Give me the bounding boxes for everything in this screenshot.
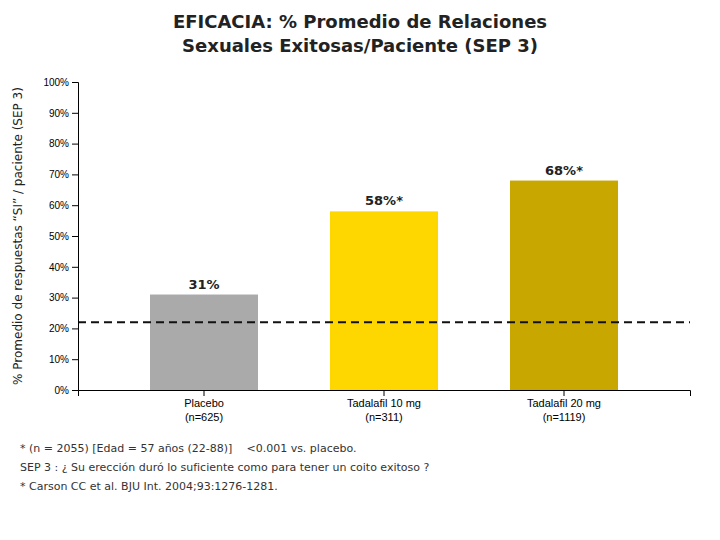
tick: 50% [49, 231, 78, 242]
tick: 60% [49, 200, 78, 211]
tick-label: 90% [49, 108, 69, 119]
tick-label: Tadalafil 20 mg (n=1119) [527, 397, 601, 423]
title: EFICACIA: % Promedio de Relaciones [173, 11, 547, 32]
tick: 40% [49, 262, 78, 273]
bar [330, 211, 438, 390]
tick-mark [72, 359, 78, 360]
tick-label: 100% [43, 77, 69, 88]
tick-label-line: Tadalafil 20 mg [527, 397, 601, 409]
y-axis-title: % Promedio de respuestas “SI” / paciente… [11, 87, 25, 385]
tick: 70% [49, 169, 78, 180]
x-axis: Placebo(n=625)Tadalafil 10 mg(n=311)Tada… [79, 390, 691, 423]
tick-mark [72, 267, 78, 268]
title: Sexuales Exitosas/Paciente (SEP 3) [182, 35, 538, 56]
tick-label-line: (n=625) [185, 411, 223, 423]
tick-mark [72, 298, 78, 299]
tick-label: 40% [49, 262, 69, 273]
tick-label-line: Placebo [184, 397, 224, 409]
tick-label: Tadalafil 10 mg (n=311) [347, 397, 421, 423]
tick: 90% [49, 108, 78, 119]
tick-mark [72, 390, 78, 391]
data-label: 31% [188, 277, 219, 292]
data-labels: 31% 58%* 68%* [188, 163, 583, 292]
tick: 0% [55, 385, 78, 396]
tick: 100% [43, 77, 78, 88]
tick-label: 20% [49, 323, 69, 334]
tick-mark [72, 205, 78, 206]
footnote: <0.001 vs. placebo. [246, 442, 356, 455]
reference-line [78, 321, 690, 323]
tick: 30% [49, 292, 78, 303]
chart: EFICACIA: % Promedio de Relaciones Sexual… [0, 0, 720, 540]
data-label: 68%* [545, 163, 583, 178]
tick-label: 70% [49, 169, 69, 180]
tick-label: 80% [49, 138, 69, 149]
marks [78, 181, 690, 390]
tick-mark [204, 390, 205, 396]
tick: 80% [49, 138, 78, 149]
plot: 0% 10% 20% 30% 40% 50% 60% 70% 80% 90% 100% Placebo… [43, 77, 690, 423]
tick-label: 60% [49, 200, 69, 211]
tick-label-line: Tadalafil 10 mg [347, 397, 421, 409]
tick-mark [72, 113, 78, 114]
tick-mark [72, 144, 78, 145]
tick-mark [384, 390, 385, 396]
footnote: SEP 3 : ¿ Su erección duró lo suficiente… [20, 461, 430, 474]
tick-mark [72, 236, 78, 237]
tick-label: 30% [49, 292, 69, 303]
tick-mark [72, 328, 78, 329]
footnote: * Carson CC et al. BJU Int. 2004;93:1276… [20, 480, 278, 493]
bar [510, 181, 618, 390]
tick-label: 10% [49, 354, 69, 365]
tick-label-line: (n=311) [365, 411, 402, 423]
tick: Placebo (n=625) [184, 390, 224, 423]
footnote: * (n = 2055) [Edad = 57 años (22-88)] [20, 442, 232, 455]
axis-line [79, 391, 691, 397]
tick: 10% [49, 354, 78, 365]
tick-mark [564, 390, 565, 396]
tick: Tadalafil 10 mg (n=311) [347, 390, 421, 423]
tick: 20% [49, 323, 78, 334]
tick-label-line: (n=1119) [543, 411, 586, 423]
tick-label: Placebo (n=625) [184, 397, 224, 423]
tick-label: 50% [49, 231, 69, 242]
tick-mark [72, 174, 78, 175]
tick-label: 0% [55, 385, 70, 396]
tick-mark [72, 82, 78, 83]
data-label: 58%* [365, 193, 403, 208]
bar [150, 295, 258, 390]
tick: Tadalafil 20 mg (n=1119) [527, 390, 601, 423]
y-axis: 0% 10% 20% 30% 40% 50% 60% 70% 80% 90% 100% [43, 77, 78, 396]
axis-line [72, 83, 79, 391]
